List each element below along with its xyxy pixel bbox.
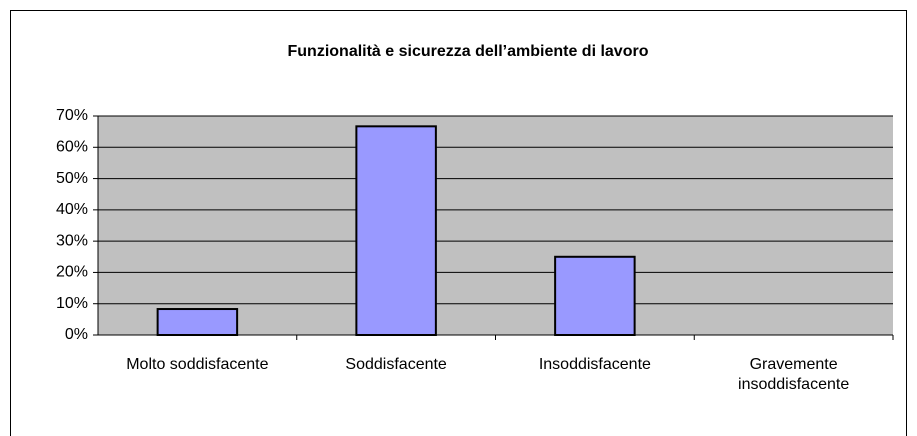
plot-area: [98, 116, 893, 335]
y-tick-label: 70%: [56, 107, 88, 124]
y-tick-label: 10%: [56, 295, 88, 312]
y-tick-label: 60%: [56, 139, 88, 156]
y-tick-label: 50%: [56, 170, 88, 187]
bar: [355, 125, 437, 337]
chart-title: Funzionalità e sicurezza dell’ambiente d…: [288, 43, 649, 60]
bar: [554, 255, 636, 336]
x-tick-label: Gravemente insoddisfacente: [738, 356, 850, 393]
y-tick-label: 40%: [56, 201, 88, 218]
y-tick-label: 30%: [56, 232, 88, 249]
x-tick-label: Soddisfacente: [345, 356, 447, 373]
y-tick-label: 0%: [65, 326, 88, 343]
x-tick-label: Insoddisfacente: [538, 356, 651, 373]
bar: [156, 308, 239, 337]
x-tick-label: Molto soddisfacente: [126, 356, 269, 373]
y-tick-label: 20%: [56, 264, 88, 281]
